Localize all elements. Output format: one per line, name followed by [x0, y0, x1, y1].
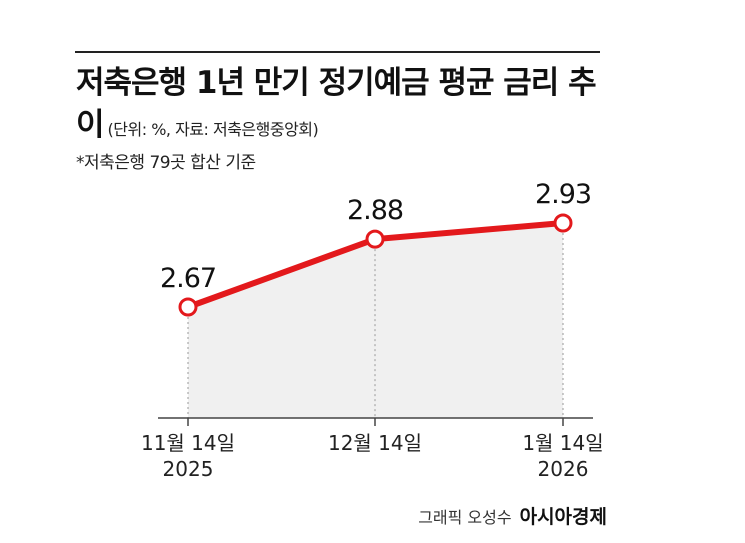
title: 저축은행 1년 만기 정기예금 평균 금리 추이 (단위: %, 자료: 저축은행…: [76, 62, 606, 151]
note: *저축은행 79곳 합산 기준: [76, 153, 256, 173]
brand: 아시아경제: [519, 506, 607, 528]
value-label: 2.93: [535, 179, 591, 210]
credit: 그래픽 오성수: [418, 508, 512, 527]
footer: 그래픽 오성수 아시아경제: [418, 502, 607, 529]
value-label: 2.67: [160, 263, 216, 294]
chart-title: 저축은행 1년 만기 정기예금 평균 금리 추이: [76, 65, 597, 143]
x-tick-year: 2025: [163, 457, 214, 481]
x-tick-label: 11월 14일: [141, 431, 235, 455]
value-label: 2.88: [347, 195, 403, 226]
x-tick-year: 2026: [538, 457, 589, 481]
point: [365, 229, 385, 249]
x-tick-label: 1월 14일: [522, 431, 603, 455]
point: [178, 297, 198, 317]
point: [553, 213, 573, 233]
subtitle: (단위: %, 자료: 저축은행중앙회): [107, 120, 319, 139]
x-tick-label: 12월 14일: [328, 431, 422, 455]
